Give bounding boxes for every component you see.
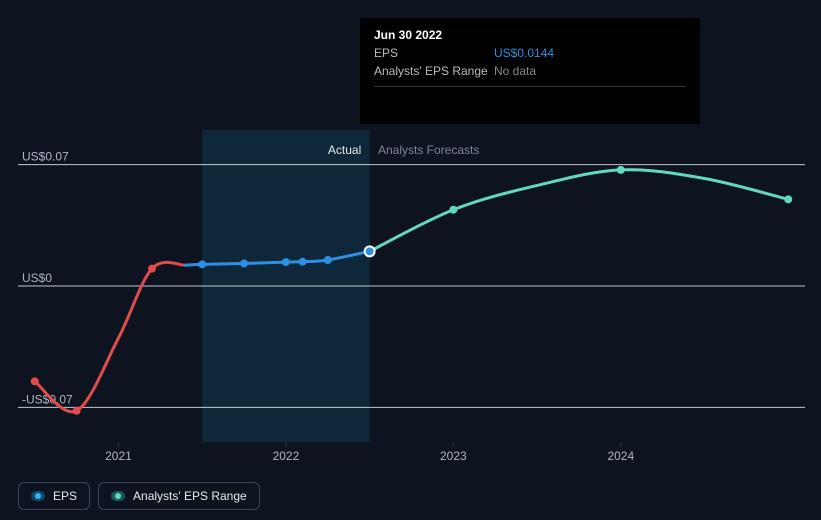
series-actual-point	[198, 260, 206, 268]
region-label-forecast: Analysts Forecasts	[378, 143, 479, 157]
series-forecast-point	[449, 206, 457, 214]
x-tick-label: 2021	[105, 449, 132, 463]
chart-legend: EPS Analysts' EPS Range	[18, 482, 260, 510]
legend-item-label: Analysts' EPS Range	[133, 489, 247, 503]
legend-item-label: EPS	[53, 489, 77, 503]
tooltip-row: EPSUS$0.0144	[374, 46, 686, 60]
tooltip-row-label: Analysts' EPS Range	[374, 64, 494, 78]
tooltip-row: Analysts' EPS RangeNo data	[374, 64, 686, 78]
y-tick-label: US$0.07	[22, 150, 69, 164]
legend-swatch-icon	[111, 491, 125, 501]
legend-swatch-icon	[31, 491, 45, 501]
x-tick-label: 2023	[440, 449, 467, 463]
x-tick-label: 2024	[607, 449, 634, 463]
series-forecast-point	[784, 195, 792, 203]
tooltip-row-label: EPS	[374, 46, 494, 60]
series-actual-point	[324, 256, 332, 264]
y-tick-label: US$0	[22, 271, 52, 285]
series-actual-point	[299, 258, 307, 266]
series-past-point	[31, 377, 39, 385]
chart-tooltip: Jun 30 2022 EPSUS$0.0144Analysts' EPS Ra…	[360, 18, 700, 124]
x-tick-label: 2022	[273, 449, 300, 463]
series-past-point	[73, 407, 81, 415]
tooltip-row-value: US$0.0144	[494, 46, 554, 60]
legend-item-eps[interactable]: EPS	[18, 482, 90, 510]
eps-chart: US$0.07US$0-US$0.072021202220232024Actua…	[0, 0, 821, 520]
series-forecast-point	[617, 166, 625, 174]
tooltip-title: Jun 30 2022	[374, 28, 686, 42]
hover-marker	[365, 246, 375, 256]
series-actual-point	[240, 259, 248, 267]
series-actual-point	[282, 258, 290, 266]
region-label-actual: Actual	[328, 143, 361, 157]
tooltip-row-value: No data	[494, 64, 536, 78]
legend-item-range[interactable]: Analysts' EPS Range	[98, 482, 260, 510]
series-past-point	[148, 265, 156, 273]
